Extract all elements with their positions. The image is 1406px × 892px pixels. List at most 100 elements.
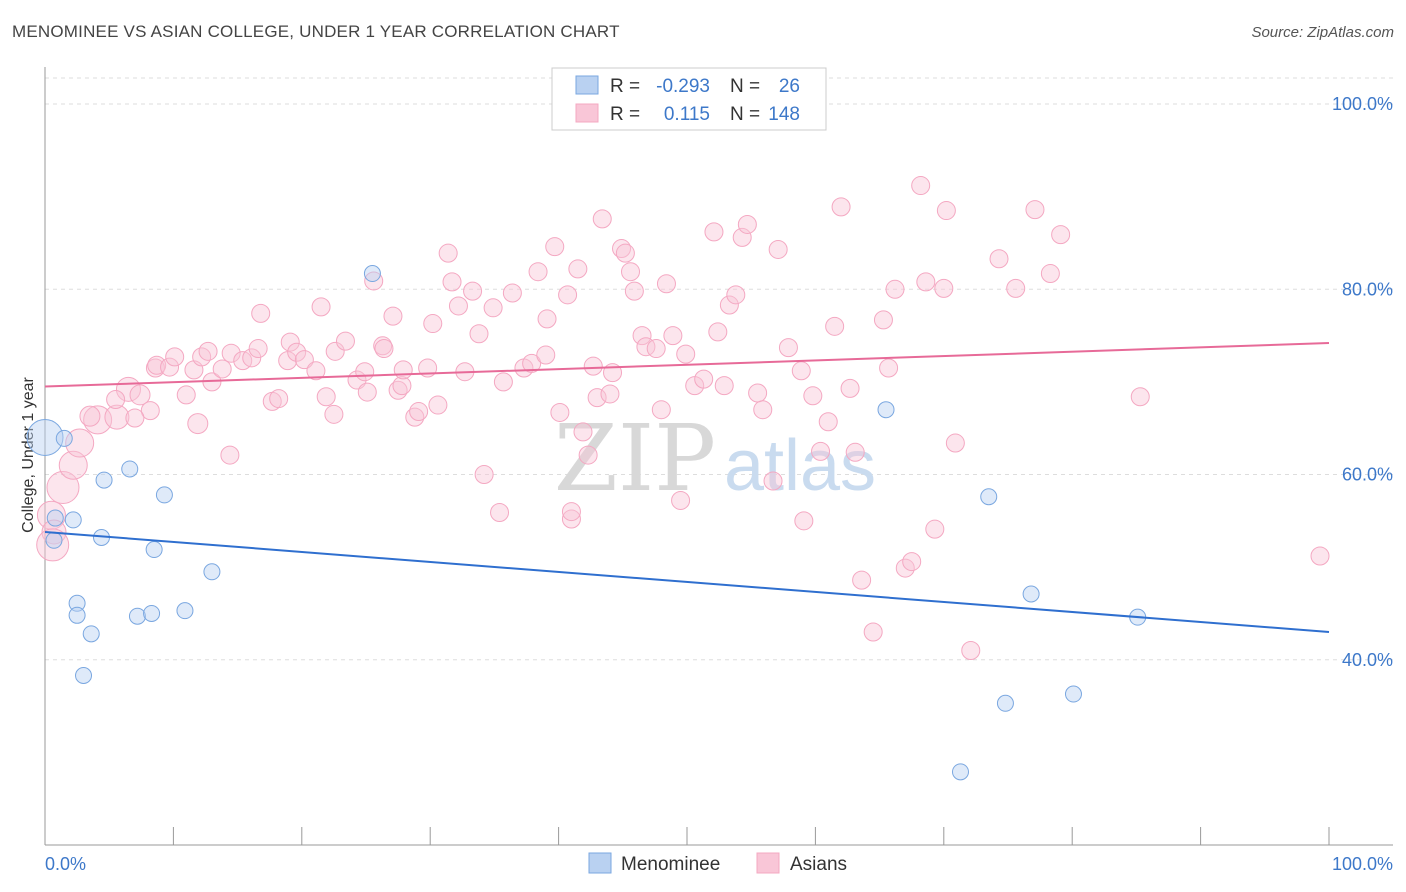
point-asians-109 xyxy=(763,471,783,491)
point-asians-29 xyxy=(248,339,268,359)
point-asians-18 xyxy=(176,385,196,405)
point-asians-116 xyxy=(818,412,838,432)
point-asians-49 xyxy=(383,306,403,326)
point-asians-44 xyxy=(355,362,375,382)
point-asians-65 xyxy=(483,298,503,318)
point-asians-36 xyxy=(294,350,314,370)
point-menominee-24 xyxy=(1064,685,1082,703)
point-menominee-12 xyxy=(68,606,86,624)
legend-r-label-1: R = xyxy=(610,76,640,97)
point-asians-38 xyxy=(311,297,331,317)
point-asians-64 xyxy=(474,465,494,485)
point-asians-101 xyxy=(708,322,728,342)
y-tick-label-80: 80.0% xyxy=(1342,279,1393,299)
point-asians-73 xyxy=(537,309,557,329)
point-asians-67 xyxy=(493,372,513,392)
point-asians-112 xyxy=(791,361,811,381)
point-asians-17 xyxy=(165,347,185,367)
point-asians-80 xyxy=(578,445,598,465)
point-asians-12 xyxy=(125,408,145,428)
series-menominee-points xyxy=(26,265,1147,781)
point-asians-76 xyxy=(558,285,578,305)
point-asians-93 xyxy=(651,400,671,420)
point-asians-132 xyxy=(936,201,956,221)
point-asians-111 xyxy=(778,338,798,358)
point-asians-53 xyxy=(405,407,425,427)
point-asians-125 xyxy=(885,279,905,299)
point-menominee-2 xyxy=(46,509,64,527)
point-asians-57 xyxy=(428,395,448,415)
bottom-legend-label-asians: Asians xyxy=(790,854,847,875)
point-menominee-23 xyxy=(996,694,1014,712)
point-asians-131 xyxy=(934,278,954,298)
point-menominee-9 xyxy=(145,541,163,559)
point-asians-60 xyxy=(448,296,468,316)
point-asians-20 xyxy=(192,347,212,367)
y-axis-tick-labels: 40.0% 60.0% 80.0% 100.0% xyxy=(1332,94,1393,670)
point-asians-72 xyxy=(536,345,556,365)
point-asians-95 xyxy=(663,326,683,346)
point-asians-99 xyxy=(694,369,714,389)
point-menominee-4 xyxy=(45,531,63,549)
point-asians-21 xyxy=(198,341,218,361)
point-asians-124 xyxy=(879,358,899,378)
point-asians-113 xyxy=(794,511,814,531)
point-asians-77 xyxy=(561,509,581,529)
point-menominee-0 xyxy=(26,418,64,456)
point-asians-103 xyxy=(719,295,739,315)
trend-line-menominee xyxy=(44,530,1330,633)
point-asians-35 xyxy=(287,342,307,362)
y-axis-label: College, Under 1 year xyxy=(20,377,37,533)
legend-r-value-2: 0.115 xyxy=(664,104,710,125)
point-asians-30 xyxy=(251,303,271,323)
point-asians-129 xyxy=(916,272,936,292)
point-asians-51 xyxy=(392,376,412,396)
point-asians-11 xyxy=(140,401,160,421)
point-menominee-17 xyxy=(75,667,93,685)
point-asians-83 xyxy=(592,209,612,229)
legend-r-value-1: -0.293 xyxy=(656,76,710,97)
point-asians-87 xyxy=(615,243,635,263)
x-axis-ticks xyxy=(44,827,1330,845)
point-asians-75 xyxy=(550,402,570,422)
point-asians-13 xyxy=(106,390,126,410)
series-legend: Menominee Asians xyxy=(588,852,847,875)
point-asians-139 xyxy=(1051,225,1071,245)
point-asians-26 xyxy=(221,343,241,363)
point-asians-82 xyxy=(587,388,607,408)
point-asians-122 xyxy=(863,622,883,642)
point-menominee-25 xyxy=(951,763,969,781)
point-asians-39 xyxy=(316,387,336,407)
point-asians-40 xyxy=(324,404,344,424)
point-asians-123 xyxy=(873,310,893,330)
point-asians-71 xyxy=(528,262,548,282)
point-menominee-18 xyxy=(363,265,381,283)
point-menominee-6 xyxy=(95,471,113,489)
point-asians-120 xyxy=(845,442,865,462)
point-asians-58 xyxy=(438,243,458,263)
point-asians-78 xyxy=(568,259,588,279)
point-menominee-7 xyxy=(121,460,139,478)
x-tick-label-min: 0.0% xyxy=(45,854,86,874)
point-asians-32 xyxy=(269,389,289,409)
bottom-legend-swatch-menominee xyxy=(588,852,612,874)
bottom-legend-label-menominee: Menominee xyxy=(621,854,720,875)
legend-n-label-1: N = xyxy=(730,76,760,97)
series-asians-points xyxy=(36,176,1330,660)
point-asians-23 xyxy=(212,359,232,379)
point-asians-34 xyxy=(280,332,300,352)
point-menominee-1 xyxy=(55,429,73,447)
point-asians-100 xyxy=(704,222,724,242)
point-asians-89 xyxy=(624,281,644,301)
point-menominee-20 xyxy=(980,488,998,506)
legend-n-value-1: 26 xyxy=(779,76,800,97)
point-asians-142 xyxy=(561,502,581,522)
point-asians-134 xyxy=(961,641,981,660)
point-menominee-13 xyxy=(82,625,100,643)
point-asians-141 xyxy=(1310,546,1330,566)
point-asians-118 xyxy=(831,197,851,217)
point-asians-81 xyxy=(583,356,603,376)
point-asians-45 xyxy=(357,382,377,402)
point-asians-79 xyxy=(573,422,593,442)
